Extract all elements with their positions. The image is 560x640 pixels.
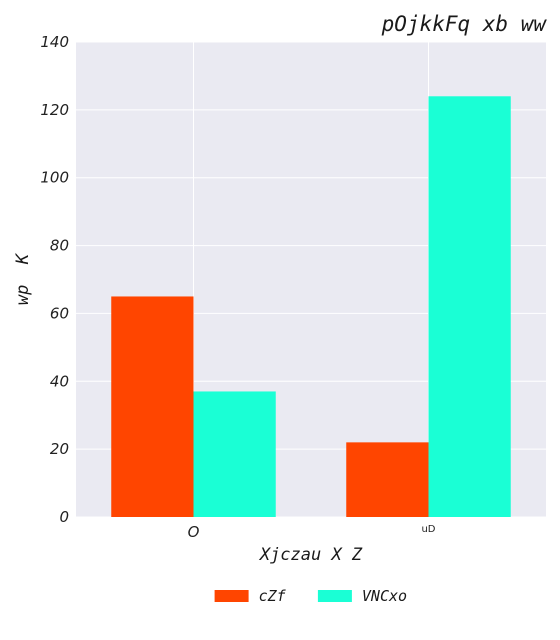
legend-label: VNCxo <box>362 587 407 605</box>
y-axis-label: wp K <box>13 252 33 305</box>
y-tick-label: 100 <box>40 169 69 187</box>
x-tick-label: uD <box>421 524 435 535</box>
bar <box>346 442 429 517</box>
chart-title: pOjkkFq xb ww <box>381 12 548 36</box>
legend-label: cZf <box>259 587 287 605</box>
legend: cZf VNCxo <box>214 587 407 605</box>
y-axis-ticks: 0 20 40 60 80 100 120 140 <box>40 33 69 526</box>
bar <box>193 391 276 517</box>
bars <box>111 96 511 518</box>
x-tick-label: O <box>188 523 200 541</box>
bar <box>428 96 511 518</box>
y-tick-label: 40 <box>50 372 69 390</box>
legend-swatch <box>214 590 249 602</box>
y-tick-label: 140 <box>40 33 69 51</box>
y-tick-label: 80 <box>50 237 69 255</box>
x-axis-label: Xjczau X Z <box>258 545 363 565</box>
y-tick-label: 20 <box>50 440 69 458</box>
y-tick-label: 120 <box>40 101 69 119</box>
y-tick-label: 0 <box>59 508 69 526</box>
y-tick-label: 60 <box>50 304 69 322</box>
legend-swatch <box>317 590 352 602</box>
bar <box>111 296 194 517</box>
